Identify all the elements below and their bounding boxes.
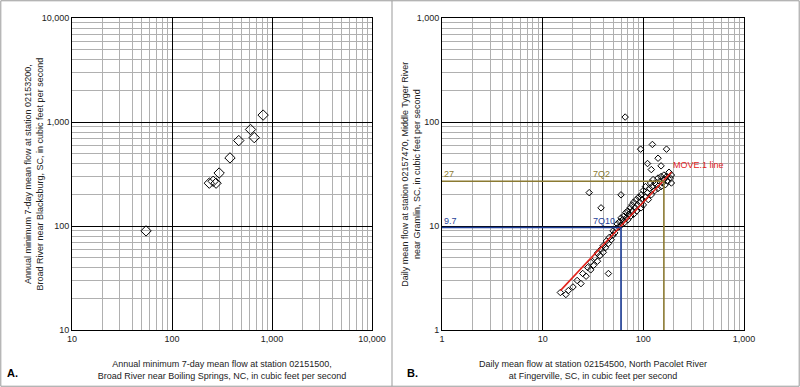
svg-text:Daily mean flow at station 021: Daily mean flow at station 02157470, Mid…	[400, 62, 422, 287]
svg-text:100: 100	[424, 117, 439, 127]
svg-text:9.7: 9.7	[444, 216, 457, 226]
svg-text:10: 10	[538, 334, 548, 344]
svg-text:100: 100	[54, 221, 69, 231]
svg-text:Daily mean flow at station 021: Daily mean flow at station 02154500, Nor…	[479, 359, 707, 381]
svg-text:10: 10	[429, 221, 439, 231]
svg-text:1,000: 1,000	[261, 334, 284, 344]
svg-text:1: 1	[434, 325, 439, 335]
svg-text:1,000: 1,000	[417, 13, 440, 23]
svg-text:1: 1	[439, 334, 444, 344]
svg-text:27: 27	[444, 169, 454, 179]
svg-text:A.: A.	[7, 367, 18, 379]
svg-text:1,000: 1,000	[733, 334, 756, 344]
svg-text:Annual minimum 7-day mean flow: Annual minimum 7-day mean flow at statio…	[23, 58, 45, 291]
svg-text:1,000: 1,000	[47, 117, 70, 127]
svg-text:10: 10	[59, 325, 69, 335]
svg-text:7Q2: 7Q2	[593, 169, 610, 179]
svg-text:7Q10: 7Q10	[593, 216, 615, 226]
svg-text:10,000: 10,000	[358, 334, 386, 344]
svg-text:Annual minimum 7-day mean flow: Annual minimum 7-day mean flow at statio…	[98, 359, 347, 381]
svg-text:10,000: 10,000	[42, 13, 70, 23]
svg-text:MOVE.1 line: MOVE.1 line	[673, 160, 724, 170]
svg-text:100: 100	[164, 334, 179, 344]
svg-text:B.: B.	[407, 367, 418, 379]
svg-text:10: 10	[67, 334, 77, 344]
svg-text:100: 100	[636, 334, 651, 344]
